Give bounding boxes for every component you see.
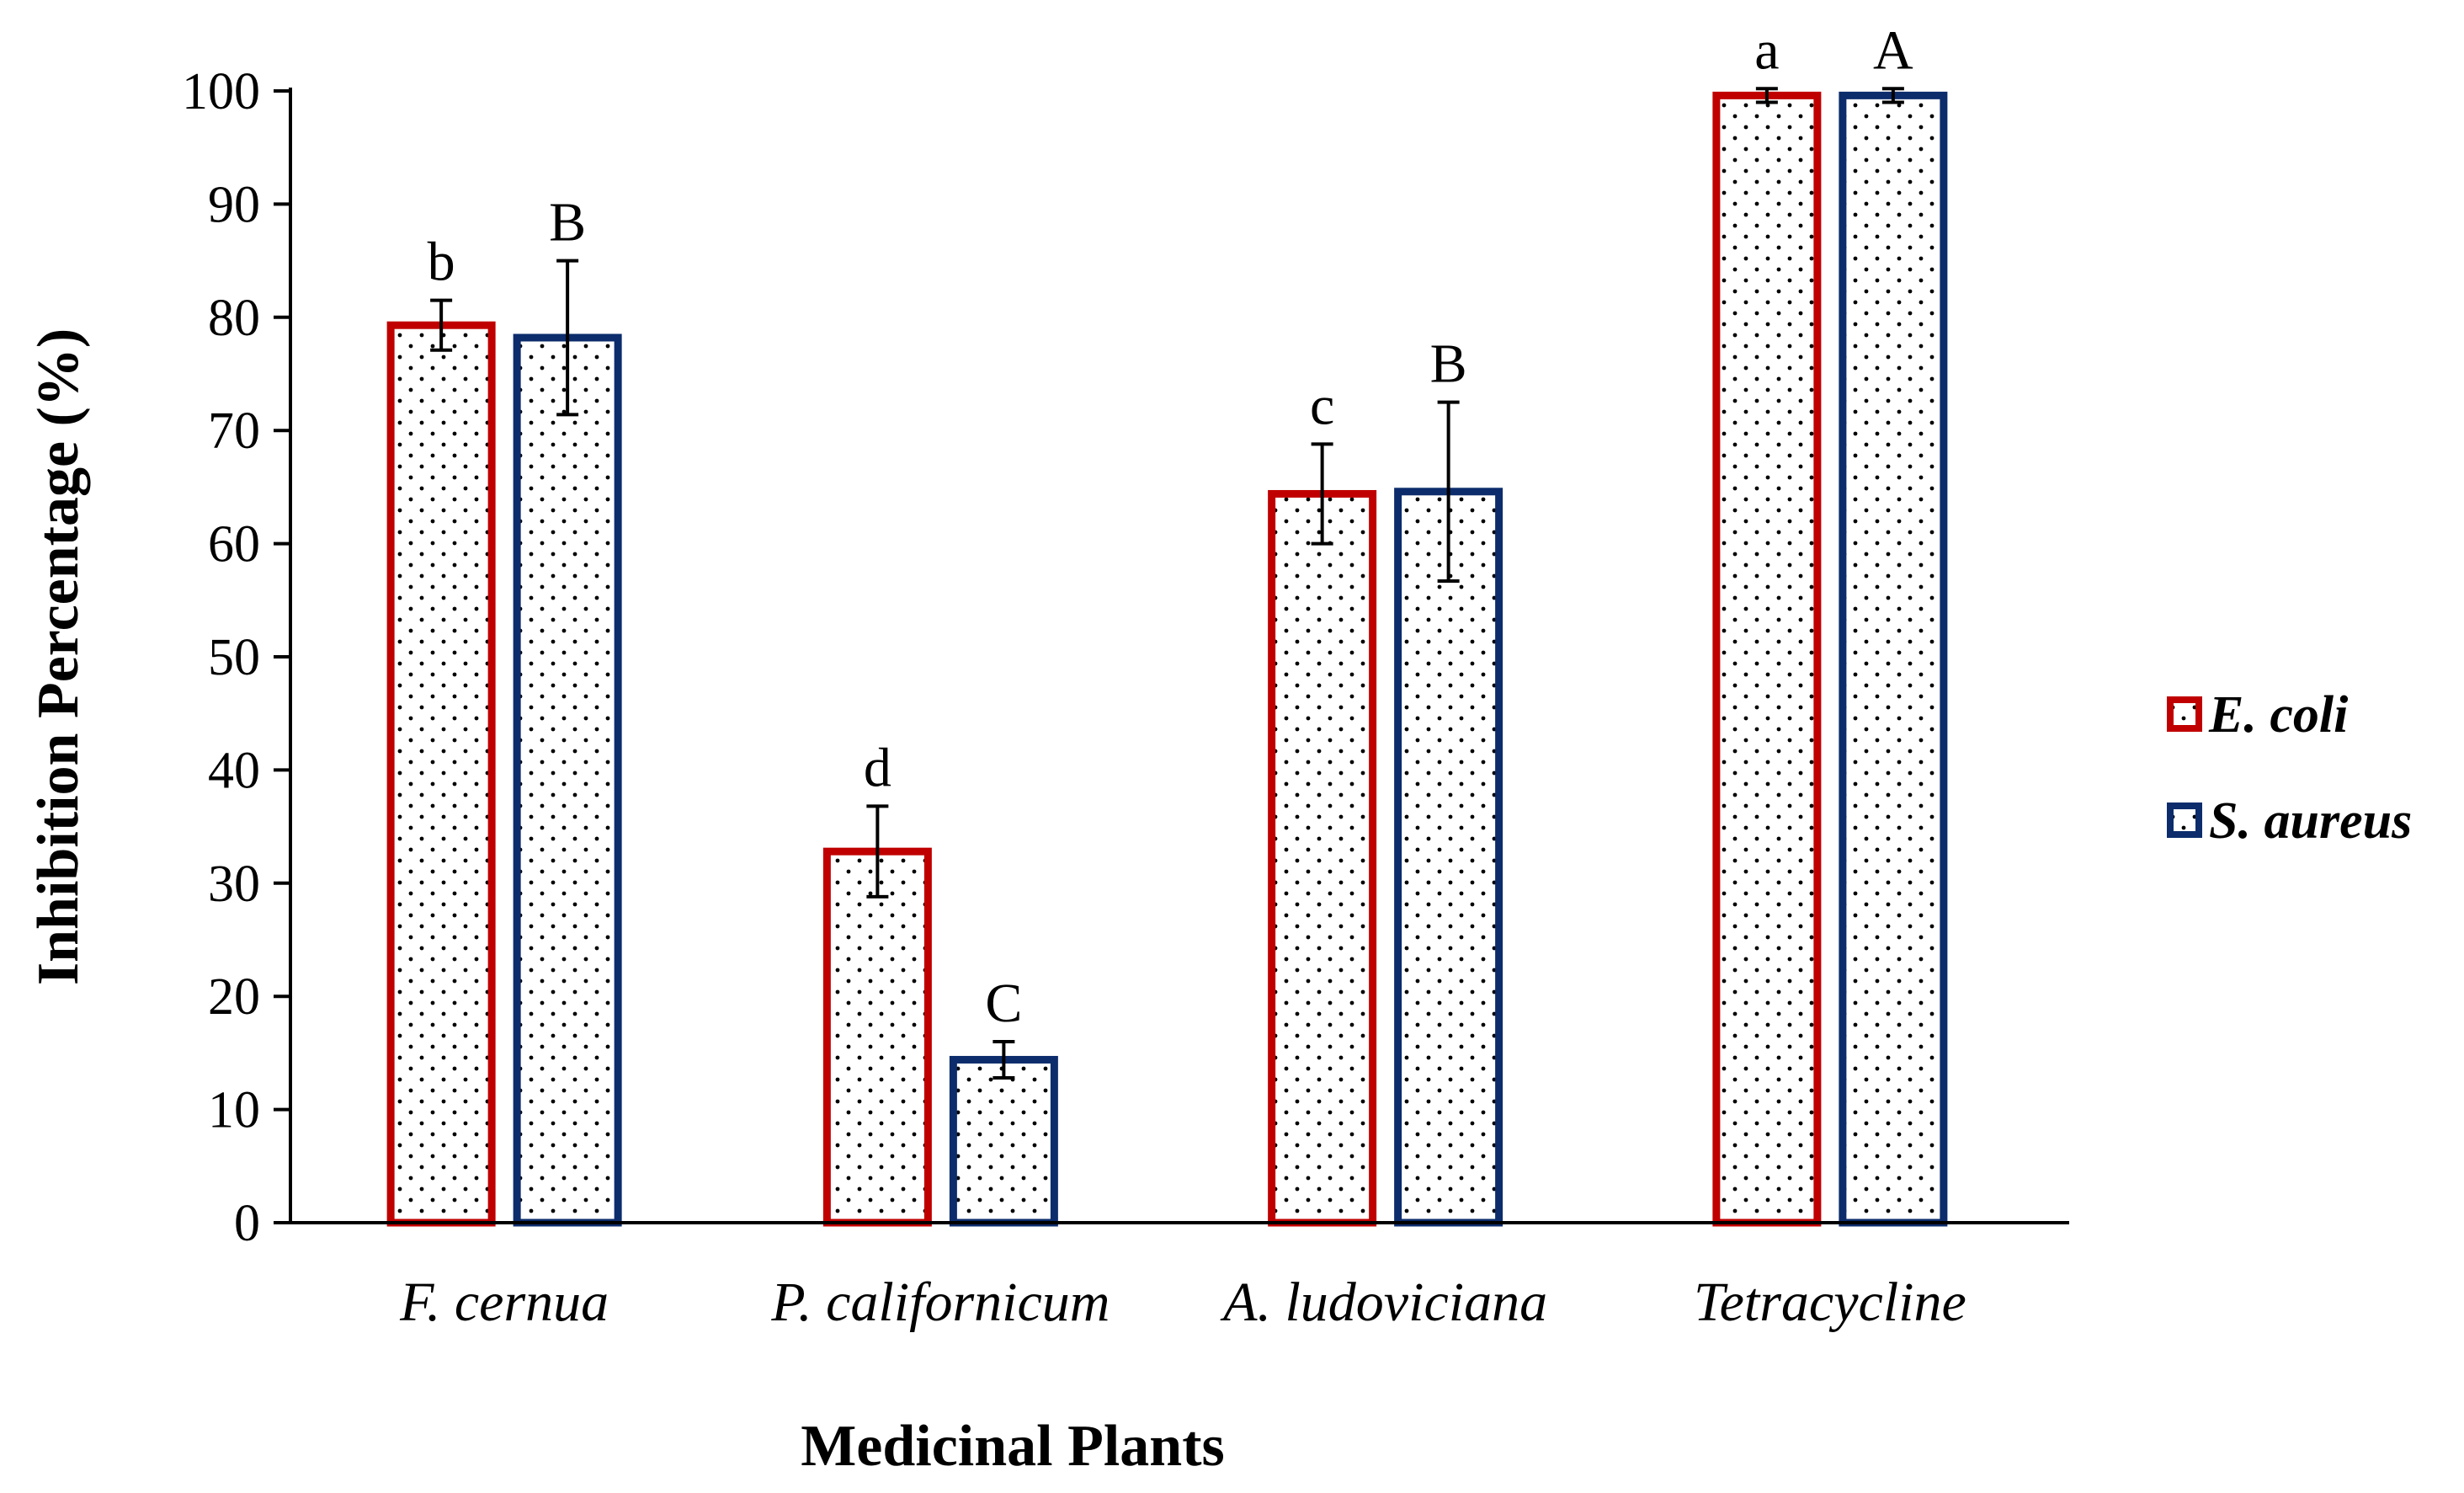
- significance-letter: A: [1873, 19, 1913, 81]
- legend-swatch: [2167, 802, 2202, 838]
- significance-letter: b: [428, 232, 455, 293]
- y-tick-label: 70: [208, 403, 260, 460]
- y-tick-label: 50: [208, 629, 260, 686]
- y-tick-label: 100: [182, 63, 260, 120]
- bar-ecoli: [822, 847, 932, 1227]
- x-axis-title: Medicinal Plants: [801, 1414, 1225, 1479]
- category-label: F. cernua: [399, 1272, 609, 1333]
- y-tick-label: 10: [208, 1082, 260, 1139]
- y-axis-title: Inhibition Percentage (%): [26, 328, 91, 985]
- legend-label: E. coli: [2208, 686, 2348, 744]
- significance-letter: C: [985, 973, 1022, 1034]
- y-tick-label: 40: [208, 742, 260, 799]
- y-tick-label: 30: [208, 856, 260, 913]
- bar-ecoli: [1712, 91, 1822, 1227]
- bar-saureus: [949, 1055, 1058, 1227]
- legend-label: S. aureus: [2209, 792, 2412, 850]
- bars: b Bd Cc Ba A: [386, 19, 1948, 1227]
- legend-swatch: [2167, 696, 2202, 732]
- significance-letter: a: [1754, 19, 1779, 81]
- y-tick-label: 90: [208, 176, 260, 233]
- category-label: P. californicum: [770, 1272, 1110, 1333]
- bar-saureus: [513, 333, 622, 1227]
- significance-letter: B: [1430, 333, 1467, 395]
- category-label: A. ludoviciana: [1220, 1272, 1547, 1333]
- significance-letter: B: [549, 192, 586, 253]
- y-axis-ticks: 0 10 20 30 40 50 60 70 80 90 100: [182, 63, 290, 1252]
- legend: E. coli S. aureus: [2167, 686, 2412, 850]
- y-tick-label: 0: [234, 1195, 260, 1252]
- bar-saureus: [1839, 91, 1948, 1227]
- y-tick-label: 80: [208, 290, 260, 347]
- bar-ecoli: [1268, 489, 1377, 1227]
- bar-saureus: [1394, 488, 1503, 1227]
- y-tick-label: 20: [208, 968, 260, 1026]
- y-tick-label: 60: [208, 516, 260, 573]
- significance-letter: c: [1310, 375, 1334, 436]
- bar-ecoli: [386, 321, 496, 1227]
- significance-letter: d: [864, 737, 891, 798]
- category-label: Tetracycline: [1694, 1272, 1966, 1333]
- x-axis-categories: F. cernua P. californicum A. ludoviciana Te…: [399, 1272, 1966, 1333]
